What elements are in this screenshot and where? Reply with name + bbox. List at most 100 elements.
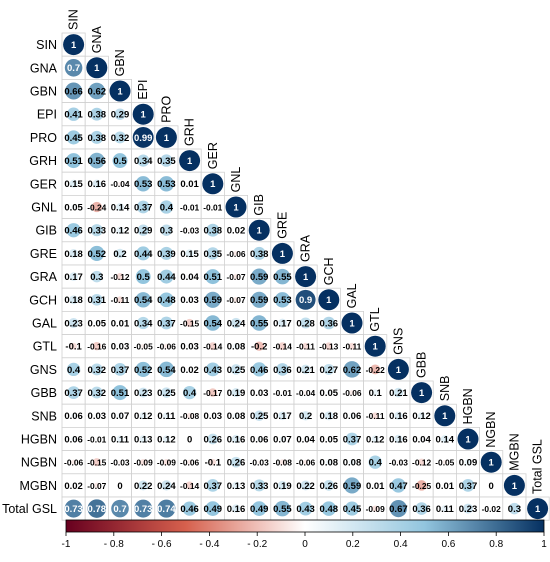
- correlation-circle: [137, 224, 149, 236]
- correlation-value: 0.05: [64, 202, 83, 213]
- correlation-circle: [205, 362, 220, 377]
- correlation-value: 0.54: [157, 365, 176, 376]
- correlation-value: 0.36: [273, 365, 292, 376]
- correlation-circle: [138, 387, 149, 398]
- correlation-value: 0.48: [320, 504, 339, 515]
- correlation-value: 0.05: [320, 434, 339, 445]
- correlation-value: 0.32: [88, 365, 107, 376]
- correlation-value: 0.45: [343, 504, 362, 515]
- correlation-circle: [300, 364, 311, 375]
- correlation-circle: [68, 317, 79, 329]
- correlation-value: -0.04: [296, 388, 315, 398]
- correlation-value: 0.16: [389, 411, 408, 422]
- correlation-circle: [205, 315, 221, 331]
- correlation-circle: [86, 57, 108, 79]
- correlation-circle: [70, 342, 77, 350]
- correlation-circle: [188, 367, 192, 371]
- correlation-circle: [442, 459, 448, 465]
- correlation-circle: [344, 501, 360, 516]
- correlation-circle: [394, 411, 403, 420]
- correlation-value: -0.11: [296, 342, 315, 352]
- correlation-value: 0.53: [273, 295, 292, 306]
- colorbar-tick-label: 0.4: [394, 539, 408, 550]
- correlation-value: -0.2: [251, 342, 267, 353]
- correlation-value: 0.14: [436, 434, 455, 445]
- correlation-value: 0.35: [204, 249, 223, 260]
- correlation-circle: [252, 246, 266, 260]
- correlation-value: 0.48: [157, 295, 176, 306]
- correlation-value: -0.1: [65, 342, 82, 353]
- correlation-circle: [90, 224, 103, 237]
- correlation-value: 0.03: [88, 411, 107, 422]
- correlation-circle: [66, 223, 81, 238]
- correlation-value: 0.03: [180, 295, 199, 306]
- correlation-circle: [92, 458, 101, 467]
- correlation-value: -0.14: [273, 342, 292, 352]
- correlation-circle: [211, 205, 214, 209]
- correlation-value: -0.09: [157, 458, 176, 468]
- correlation-value: 0.62: [88, 86, 107, 97]
- correlation-value: 0.34: [134, 318, 153, 329]
- colorbar-tick-label: - 0.8: [104, 539, 124, 550]
- correlation-value: 0.15: [180, 249, 199, 260]
- correlation-circle: [138, 480, 149, 491]
- correlation-value: 0.45: [64, 133, 83, 144]
- correlation-value: 0.41: [64, 110, 83, 121]
- correlation-value: 0.32: [88, 388, 107, 399]
- correlation-circle: [118, 460, 122, 465]
- correlation-value: 0.11: [157, 411, 176, 422]
- correlation-circle: [434, 405, 456, 427]
- correlation-value: -0.07: [226, 295, 245, 305]
- correlation-value: 0.55: [273, 272, 292, 283]
- correlation-value: -0.11: [111, 295, 130, 305]
- correlation-circle: [303, 436, 308, 442]
- correlation-value: 0.31: [88, 295, 107, 306]
- correlation-value: 0.46: [64, 226, 83, 237]
- correlation-value: 0.38: [88, 133, 107, 144]
- row-label: GNA: [30, 61, 58, 75]
- correlation-circle: [117, 413, 123, 419]
- correlation-value: 0.22: [296, 481, 315, 492]
- correlation-circle: [208, 388, 218, 397]
- correlation-circle: [257, 390, 262, 395]
- correlation-circle: [135, 361, 151, 377]
- correlation-circle: [114, 108, 126, 120]
- correlation-value: 0.49: [250, 504, 269, 515]
- row-label: EPI: [37, 108, 57, 122]
- row-label: GAL: [32, 317, 57, 331]
- correlation-value: 0.7: [67, 63, 80, 74]
- correlation-value: 1: [303, 272, 309, 283]
- correlation-value: 0.38: [204, 226, 223, 237]
- correlation-value: 0.03: [180, 342, 199, 353]
- correlation-circle: [88, 82, 106, 100]
- correlation-value: 0.03: [204, 411, 223, 422]
- correlation-value: 0.22: [134, 481, 153, 492]
- correlation-circle: [208, 342, 217, 351]
- correlation-circle: [66, 153, 82, 169]
- correlation-value: -0.06: [64, 458, 83, 468]
- correlation-value: -0.01: [180, 202, 199, 212]
- correlation-value: -0.09: [366, 504, 385, 514]
- column-label: PRO: [159, 95, 173, 122]
- correlation-circle: [116, 226, 124, 234]
- correlation-circle: [303, 459, 309, 465]
- correlation-value: 1: [71, 40, 77, 51]
- correlation-value: 0.33: [250, 481, 269, 492]
- row-label: GRH: [29, 154, 57, 168]
- correlation-value: 0.55: [273, 504, 292, 515]
- correlation-circle: [115, 248, 125, 259]
- correlation-value: 0.12: [412, 411, 431, 422]
- correlation-circle: [233, 343, 239, 350]
- correlation-value: 0.25: [227, 365, 246, 376]
- correlation-circle: [343, 477, 361, 494]
- correlation-value: -0.1: [205, 458, 222, 469]
- correlation-circle: [490, 484, 493, 487]
- correlation-value: 0.3: [90, 272, 103, 283]
- colorbar-tick-label: - 0.6: [152, 539, 172, 550]
- row-label: Total GSL: [2, 502, 57, 516]
- correlation-value: 0.4: [183, 388, 197, 399]
- correlation-value: 0.16: [88, 179, 107, 190]
- correlation-circle: [443, 484, 446, 487]
- correlation-circle: [295, 266, 317, 288]
- correlation-value: 0.24: [157, 481, 176, 492]
